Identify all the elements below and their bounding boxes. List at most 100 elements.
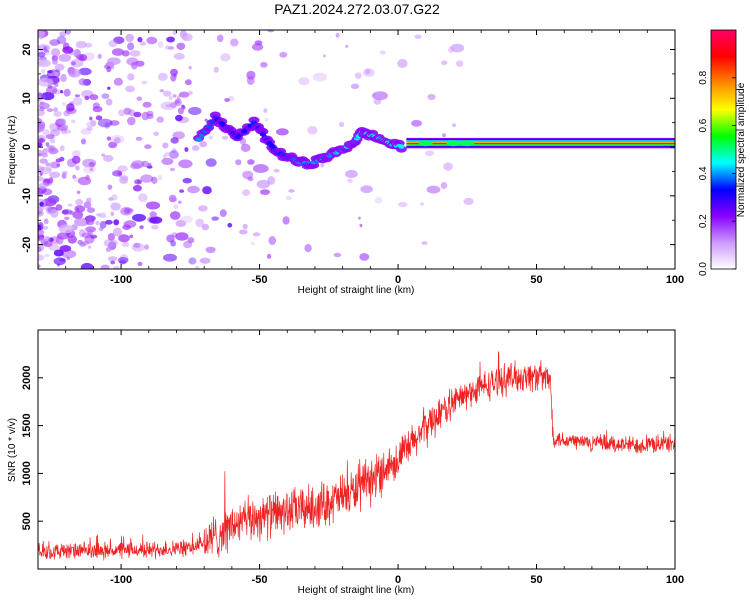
noise-blob bbox=[107, 197, 114, 201]
noise-blob bbox=[440, 182, 448, 189]
noise-blob bbox=[69, 68, 82, 78]
noise-blob bbox=[78, 67, 92, 76]
noise-blob bbox=[38, 176, 44, 182]
noise-blob bbox=[71, 155, 81, 164]
snr-panel: -100 -50 0 50 100 500 1000 1500 2000 Height of s… bbox=[7, 329, 684, 596]
noise-blob bbox=[72, 150, 81, 158]
noise-blob bbox=[55, 204, 63, 211]
noise-blob bbox=[42, 48, 47, 51]
spectrogram-x-axis-label: Height of straight line (km) bbox=[298, 285, 415, 296]
noise-blob bbox=[123, 107, 132, 116]
colorbar: 0.0 0.2 0.4 0.6 0.8 Normalized spectral ampl… bbox=[698, 29, 747, 276]
carrier-band bbox=[406, 140, 675, 142]
noise-blob bbox=[77, 176, 92, 186]
noise-blob bbox=[67, 203, 74, 207]
noise-blob bbox=[246, 76, 255, 85]
noise-blob bbox=[85, 226, 97, 233]
noise-blob bbox=[88, 245, 92, 249]
noise-blob bbox=[450, 43, 465, 53]
noise-blob bbox=[119, 254, 129, 263]
noise-blob bbox=[83, 165, 96, 174]
noise-blob bbox=[107, 256, 118, 262]
snr-x-tick-label: 100 bbox=[666, 574, 684, 586]
carrier-band bbox=[406, 137, 675, 140]
noise-blob bbox=[38, 59, 44, 67]
noise-blob bbox=[175, 114, 183, 122]
noise-blob bbox=[38, 51, 46, 58]
noise-blob bbox=[198, 205, 208, 212]
noise-blob bbox=[61, 209, 73, 215]
noise-blob bbox=[107, 233, 115, 241]
noise-blob bbox=[131, 61, 138, 70]
noise-blob bbox=[188, 66, 192, 70]
noise-blob bbox=[63, 88, 71, 97]
noise-blob bbox=[59, 145, 65, 152]
noise-blob bbox=[263, 108, 268, 113]
noise-blob bbox=[58, 53, 71, 62]
noise-blob bbox=[204, 118, 208, 122]
noise-blob bbox=[285, 195, 292, 201]
noise-blob bbox=[53, 107, 58, 112]
noise-blob bbox=[54, 63, 65, 71]
noise-blob bbox=[175, 232, 189, 241]
noise-blob bbox=[169, 167, 176, 172]
noise-blob bbox=[79, 242, 86, 247]
noise-blob bbox=[80, 138, 87, 145]
noise-blob bbox=[260, 61, 268, 68]
carrier-band bbox=[406, 146, 675, 149]
noise-blob bbox=[177, 107, 184, 115]
noise-blob bbox=[178, 159, 193, 169]
noise-blob bbox=[159, 89, 164, 93]
snr-x-tick-label: 0 bbox=[395, 574, 401, 586]
noise-blob bbox=[59, 245, 72, 252]
noise-blob bbox=[141, 80, 148, 85]
noise-blob bbox=[103, 238, 118, 248]
noise-blob bbox=[224, 98, 231, 102]
noise-blob bbox=[111, 48, 125, 56]
noise-blob bbox=[38, 165, 45, 174]
noise-blob bbox=[43, 46, 48, 51]
noise-blob bbox=[338, 121, 345, 127]
noise-blob bbox=[49, 171, 61, 178]
noise-blob bbox=[170, 240, 177, 247]
noise-blob bbox=[38, 149, 44, 157]
noise-blob bbox=[185, 79, 192, 86]
noise-blob bbox=[137, 261, 143, 266]
noise-blob bbox=[75, 198, 84, 206]
noise-blob bbox=[251, 43, 264, 51]
noise-blob bbox=[38, 210, 44, 217]
noise-blob bbox=[68, 68, 76, 78]
noise-blob bbox=[95, 220, 100, 226]
noise-blob bbox=[121, 241, 130, 248]
noise-blob bbox=[38, 135, 46, 143]
noise-blob bbox=[174, 98, 182, 107]
noise-blob bbox=[105, 247, 112, 252]
noise-blob bbox=[440, 60, 448, 66]
noise-blob bbox=[59, 31, 67, 37]
noise-blob bbox=[61, 173, 67, 179]
noise-blob bbox=[167, 46, 175, 50]
noise-blob bbox=[41, 188, 53, 196]
noise-blob bbox=[117, 257, 129, 264]
noise-blob bbox=[170, 74, 177, 82]
noise-blob bbox=[397, 201, 408, 208]
noise-blob bbox=[149, 211, 157, 218]
noise-blob bbox=[125, 33, 134, 43]
noise-blob bbox=[252, 164, 269, 173]
noise-blob bbox=[266, 253, 272, 259]
spectrogram-x-tick-label: -100 bbox=[110, 274, 132, 286]
noise-blob bbox=[135, 136, 143, 141]
noise-blob bbox=[131, 242, 145, 252]
noise-blob bbox=[252, 232, 261, 237]
noise-blob bbox=[146, 110, 154, 117]
noise-blob bbox=[86, 121, 96, 128]
noise-blob bbox=[414, 34, 422, 39]
noise-blob bbox=[170, 68, 178, 76]
spectrogram-y-tick-label: 20 bbox=[21, 43, 33, 55]
noise-blob bbox=[86, 218, 93, 223]
noise-blob bbox=[247, 159, 255, 165]
snr-series-line bbox=[38, 351, 675, 561]
noise-blob bbox=[397, 58, 408, 68]
noise-blob bbox=[144, 144, 152, 150]
noise-blob bbox=[259, 189, 271, 196]
